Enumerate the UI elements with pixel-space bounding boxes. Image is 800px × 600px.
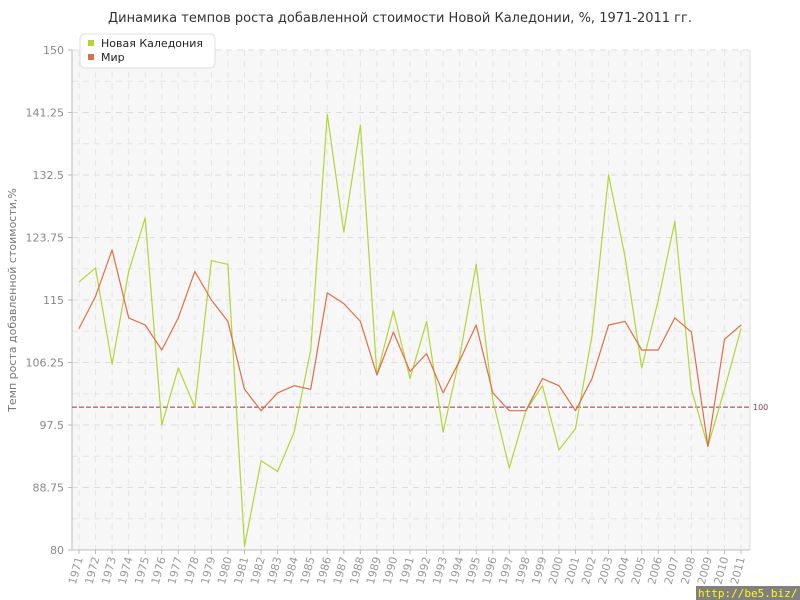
- chart-title: Динамика темпов роста добавленной стоимо…: [108, 11, 692, 26]
- y-tick-labels: 80 88.75 97.5 106.25 115 123.75 132.5 141.25 150: [26, 44, 72, 557]
- y-tick-label: 123.75: [26, 232, 65, 245]
- reference-line-group: 100: [72, 403, 768, 412]
- y-tick-label: 80: [50, 544, 64, 557]
- legend-swatch-novaya-kaledoniya: [88, 40, 94, 46]
- y-tick-label: 132.5: [33, 169, 65, 182]
- series-line-novaya-kaledoniya: [78, 113, 742, 548]
- legend: Новая Каледония Мир: [79, 33, 216, 69]
- y-tick-label: 88.75: [33, 482, 65, 495]
- y-tick-label: 106.25: [26, 357, 65, 370]
- y-tick-label: 97.5: [40, 419, 65, 432]
- grid: [72, 49, 750, 550]
- y-tick-label: 141.25: [26, 107, 65, 120]
- x-tick-label: 2011: [728, 555, 748, 585]
- watermark-background: [696, 586, 800, 600]
- legend-box: [79, 33, 216, 69]
- legend-label-novaya-kaledoniya: Новая Каледония: [101, 37, 203, 50]
- series-line-mir: [78, 249, 742, 447]
- legend-swatch-mir: [88, 54, 94, 60]
- series-lines: [78, 113, 742, 548]
- y-tick-label: 150: [43, 44, 64, 57]
- y-tick-label: 115: [43, 294, 64, 307]
- x-tick-labels: 1971197219731974197519761977197819791980…: [66, 550, 748, 586]
- watermark-text: http://be5.biz/: [698, 587, 797, 600]
- reference-line-label: 100: [753, 403, 768, 412]
- legend-label-mir: Мир: [101, 51, 125, 64]
- y-axis-label: Темп роста добавленной стоимости,%: [6, 188, 19, 413]
- watermark-group: http://be5.biz/: [696, 586, 800, 600]
